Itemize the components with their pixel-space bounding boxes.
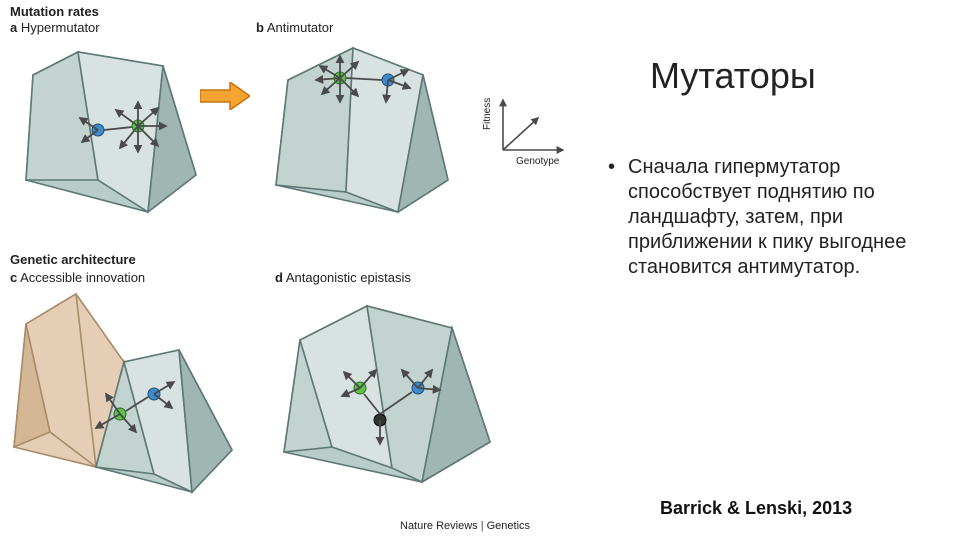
figure-panels: Fitness Genotype <box>0 0 580 540</box>
panel-a-letter: a <box>10 20 17 35</box>
figure-credit: Nature Reviews | Genetics <box>400 520 530 532</box>
orange-arrow-icon <box>200 82 250 110</box>
axis-x-label: Genotype <box>516 156 560 167</box>
axes-diagram: Fitness Genotype <box>478 90 578 170</box>
axis-y-label: Fitness <box>482 98 493 130</box>
bullet-paragraph: • Сначала гипермутатор способствует подн… <box>628 155 948 280</box>
panel-c-letter: c <box>10 270 17 285</box>
bullet-dot-icon: • <box>608 155 615 180</box>
panel-a-label: Hypermutator <box>21 20 100 35</box>
right-panel: Мутаторы • Сначала гипермутатор способст… <box>600 0 960 540</box>
section-title-genetic-architecture: Genetic architecture <box>10 252 136 267</box>
bullet-text: Сначала гипермутатор способствует поднят… <box>628 156 906 278</box>
panel-b-header: b Antimutator <box>256 20 333 35</box>
credit-left: Nature Reviews <box>400 520 478 532</box>
credit-right: Genetics <box>487 520 530 532</box>
section-title-mutation-rates: Mutation rates <box>10 4 99 19</box>
panel-c-label: Accessible innovation <box>20 270 145 285</box>
page-title: Мутаторы <box>650 55 816 97</box>
panel-c-header: c Accessible innovation <box>10 270 145 285</box>
panel-a-header: a Hypermutator <box>10 20 100 35</box>
panel-d-header: d Antagonistic epistasis <box>275 270 411 285</box>
panel-b-label: Antimutator <box>267 20 333 35</box>
panel-d-label: Antagonistic epistasis <box>286 270 411 285</box>
panel-c-svg <box>4 282 244 512</box>
citation: Barrick & Lenski, 2013 <box>660 498 852 519</box>
panel-b-letter: b <box>256 20 264 35</box>
panel-b-svg <box>258 30 458 230</box>
panel-d-svg <box>272 292 502 502</box>
panel-d-letter: d <box>275 270 283 285</box>
panel-a-svg <box>8 30 208 230</box>
